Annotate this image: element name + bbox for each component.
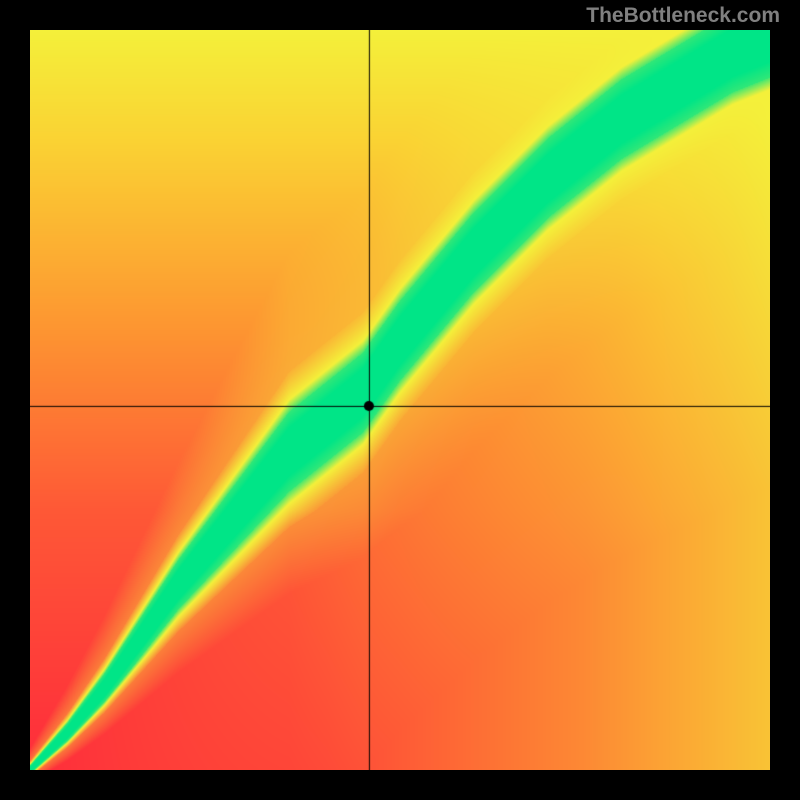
heatmap-plot xyxy=(30,30,770,770)
chart-container: TheBottleneck.com xyxy=(0,0,800,800)
watermark-text: TheBottleneck.com xyxy=(586,4,780,28)
heatmap-canvas xyxy=(30,30,770,770)
